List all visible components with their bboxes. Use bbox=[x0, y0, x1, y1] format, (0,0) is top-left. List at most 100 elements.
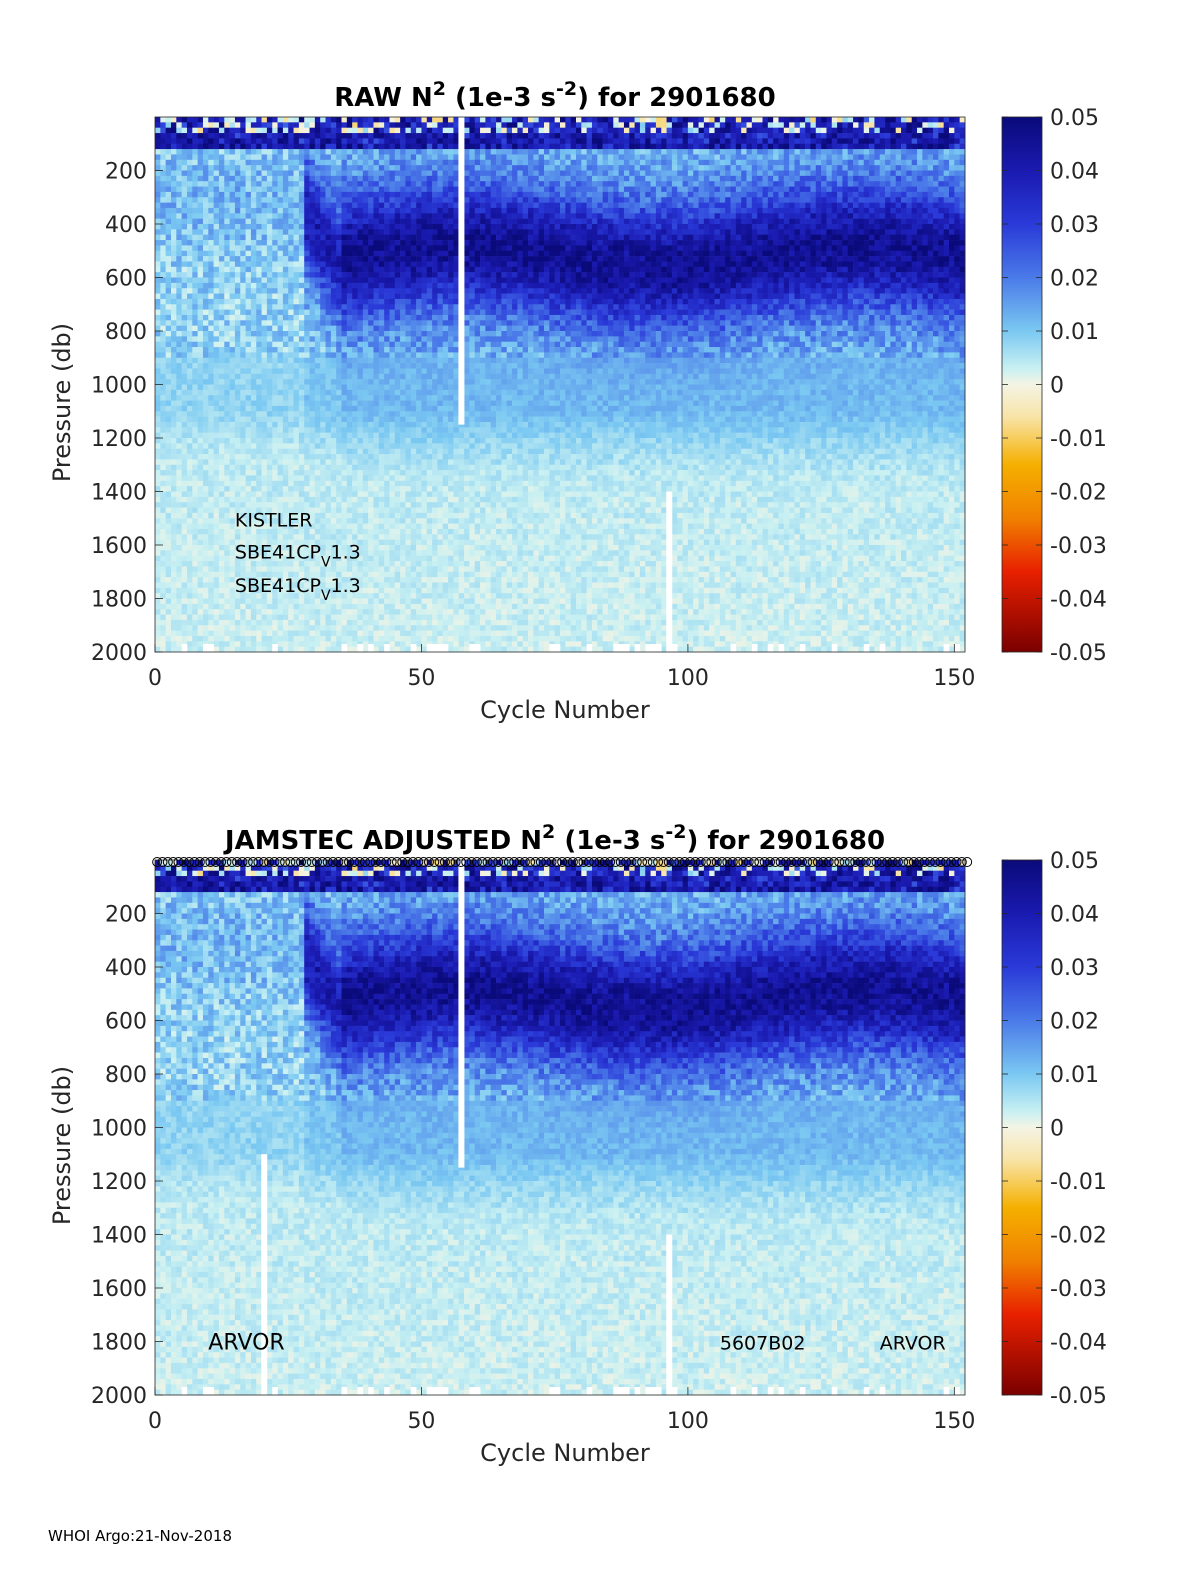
heatmap-cell bbox=[171, 304, 177, 310]
heatmap-cell bbox=[166, 192, 172, 198]
heatmap-cell bbox=[182, 358, 188, 364]
heatmap-cell bbox=[192, 187, 198, 193]
heatmap-cell bbox=[166, 213, 172, 219]
heatmap-cell bbox=[160, 492, 166, 498]
heatmap-cell bbox=[166, 475, 172, 481]
heatmap-cell bbox=[187, 411, 193, 417]
heatmap-cell bbox=[171, 470, 177, 476]
heatmap-cell bbox=[155, 304, 161, 310]
heatmap-cell bbox=[198, 278, 204, 284]
heatmap-cell bbox=[166, 411, 172, 417]
heatmap-cell bbox=[171, 631, 177, 637]
heatmap-cell bbox=[171, 502, 177, 508]
heatmap-cell bbox=[192, 433, 198, 439]
heatmap-cell bbox=[187, 540, 193, 546]
heatmap-cell bbox=[166, 545, 172, 551]
heatmap-cell bbox=[171, 251, 177, 257]
heatmap-cell bbox=[171, 197, 177, 203]
heatmap-cell bbox=[198, 267, 204, 273]
heatmap-cell bbox=[182, 181, 188, 187]
heatmap-cell bbox=[176, 224, 182, 230]
heatmap-cell bbox=[176, 219, 182, 225]
heatmap-cell bbox=[187, 385, 193, 391]
heatmap-cell bbox=[203, 288, 209, 294]
heatmap-cell bbox=[166, 299, 172, 305]
heatmap-cell bbox=[198, 593, 204, 599]
heatmap-cell bbox=[171, 625, 177, 631]
heatmap-cell bbox=[155, 154, 161, 160]
heatmap-cell bbox=[166, 438, 172, 444]
heatmap-cell bbox=[192, 556, 198, 562]
heatmap-cell bbox=[160, 475, 166, 481]
heatmap-cell bbox=[160, 615, 166, 621]
heatmap-cell bbox=[160, 352, 166, 358]
heatmap-cell bbox=[166, 128, 172, 134]
heatmap-cell bbox=[203, 459, 209, 465]
heatmap-cell bbox=[171, 245, 177, 251]
heatmap-cell bbox=[160, 481, 166, 487]
heatmap-cell bbox=[171, 620, 177, 626]
heatmap-cell bbox=[171, 283, 177, 289]
heatmap-cell bbox=[192, 582, 198, 588]
heatmap-cell bbox=[155, 459, 161, 465]
heatmap-cell bbox=[171, 128, 177, 134]
heatmap-cell bbox=[166, 615, 172, 621]
heatmap-cell bbox=[176, 165, 182, 171]
heatmap-cell bbox=[155, 609, 161, 615]
heatmap-cell bbox=[187, 160, 193, 166]
heatmap-cell bbox=[160, 470, 166, 476]
heatmap-cell bbox=[166, 406, 172, 412]
heatmap-cell bbox=[160, 534, 166, 540]
heatmap-cell bbox=[198, 261, 204, 267]
heatmap-cell bbox=[198, 401, 204, 407]
heatmap-cell bbox=[155, 631, 161, 637]
heatmap-cell bbox=[176, 128, 182, 134]
heatmap-cell bbox=[155, 128, 161, 134]
heatmap-cell bbox=[166, 310, 172, 316]
heatmap-cell bbox=[203, 326, 209, 332]
heatmap-cell bbox=[176, 374, 182, 380]
heatmap-cell bbox=[208, 229, 214, 235]
heatmap-cell bbox=[166, 497, 172, 503]
heatmap-cell bbox=[187, 251, 193, 257]
heatmap-cell bbox=[182, 513, 188, 519]
heatmap-cell bbox=[187, 117, 193, 123]
heatmap-cell bbox=[160, 540, 166, 546]
heatmap-cell bbox=[203, 154, 209, 160]
heatmap-cell bbox=[187, 454, 193, 460]
heatmap-cell bbox=[176, 465, 182, 471]
heatmap-cell bbox=[187, 556, 193, 562]
heatmap-cell bbox=[171, 219, 177, 225]
heatmap-cell bbox=[155, 213, 161, 219]
heatmap-cell bbox=[176, 358, 182, 364]
heatmap-cell bbox=[155, 550, 161, 556]
heatmap-cell bbox=[203, 492, 209, 498]
heatmap-cell bbox=[166, 481, 172, 487]
heatmap-cell bbox=[176, 315, 182, 321]
heatmap-cell bbox=[203, 465, 209, 471]
heatmap-cell bbox=[192, 368, 198, 374]
heatmap-cell bbox=[203, 347, 209, 353]
heatmap-cell bbox=[187, 475, 193, 481]
heatmap-cell bbox=[198, 154, 204, 160]
heatmap-cell bbox=[166, 320, 172, 326]
heatmap-cell bbox=[192, 647, 198, 653]
heatmap-cell bbox=[187, 154, 193, 160]
heatmap-cell bbox=[171, 326, 177, 332]
heatmap-cell bbox=[198, 240, 204, 246]
heatmap-cell bbox=[203, 160, 209, 166]
heatmap-cell bbox=[166, 566, 172, 572]
heatmap-cell bbox=[187, 631, 193, 637]
heatmap-cell bbox=[192, 588, 198, 594]
heatmap-cell bbox=[198, 320, 204, 326]
heatmap-cell bbox=[182, 192, 188, 198]
heatmap-cell bbox=[166, 556, 172, 562]
heatmap-cell bbox=[192, 203, 198, 209]
heatmap-cell bbox=[203, 599, 209, 605]
heatmap-cell bbox=[198, 224, 204, 230]
heatmap-cell bbox=[187, 368, 193, 374]
heatmap-cell bbox=[187, 208, 193, 214]
heatmap-cell bbox=[176, 561, 182, 567]
heatmap-cell bbox=[160, 641, 166, 647]
heatmap-cell bbox=[166, 550, 172, 556]
